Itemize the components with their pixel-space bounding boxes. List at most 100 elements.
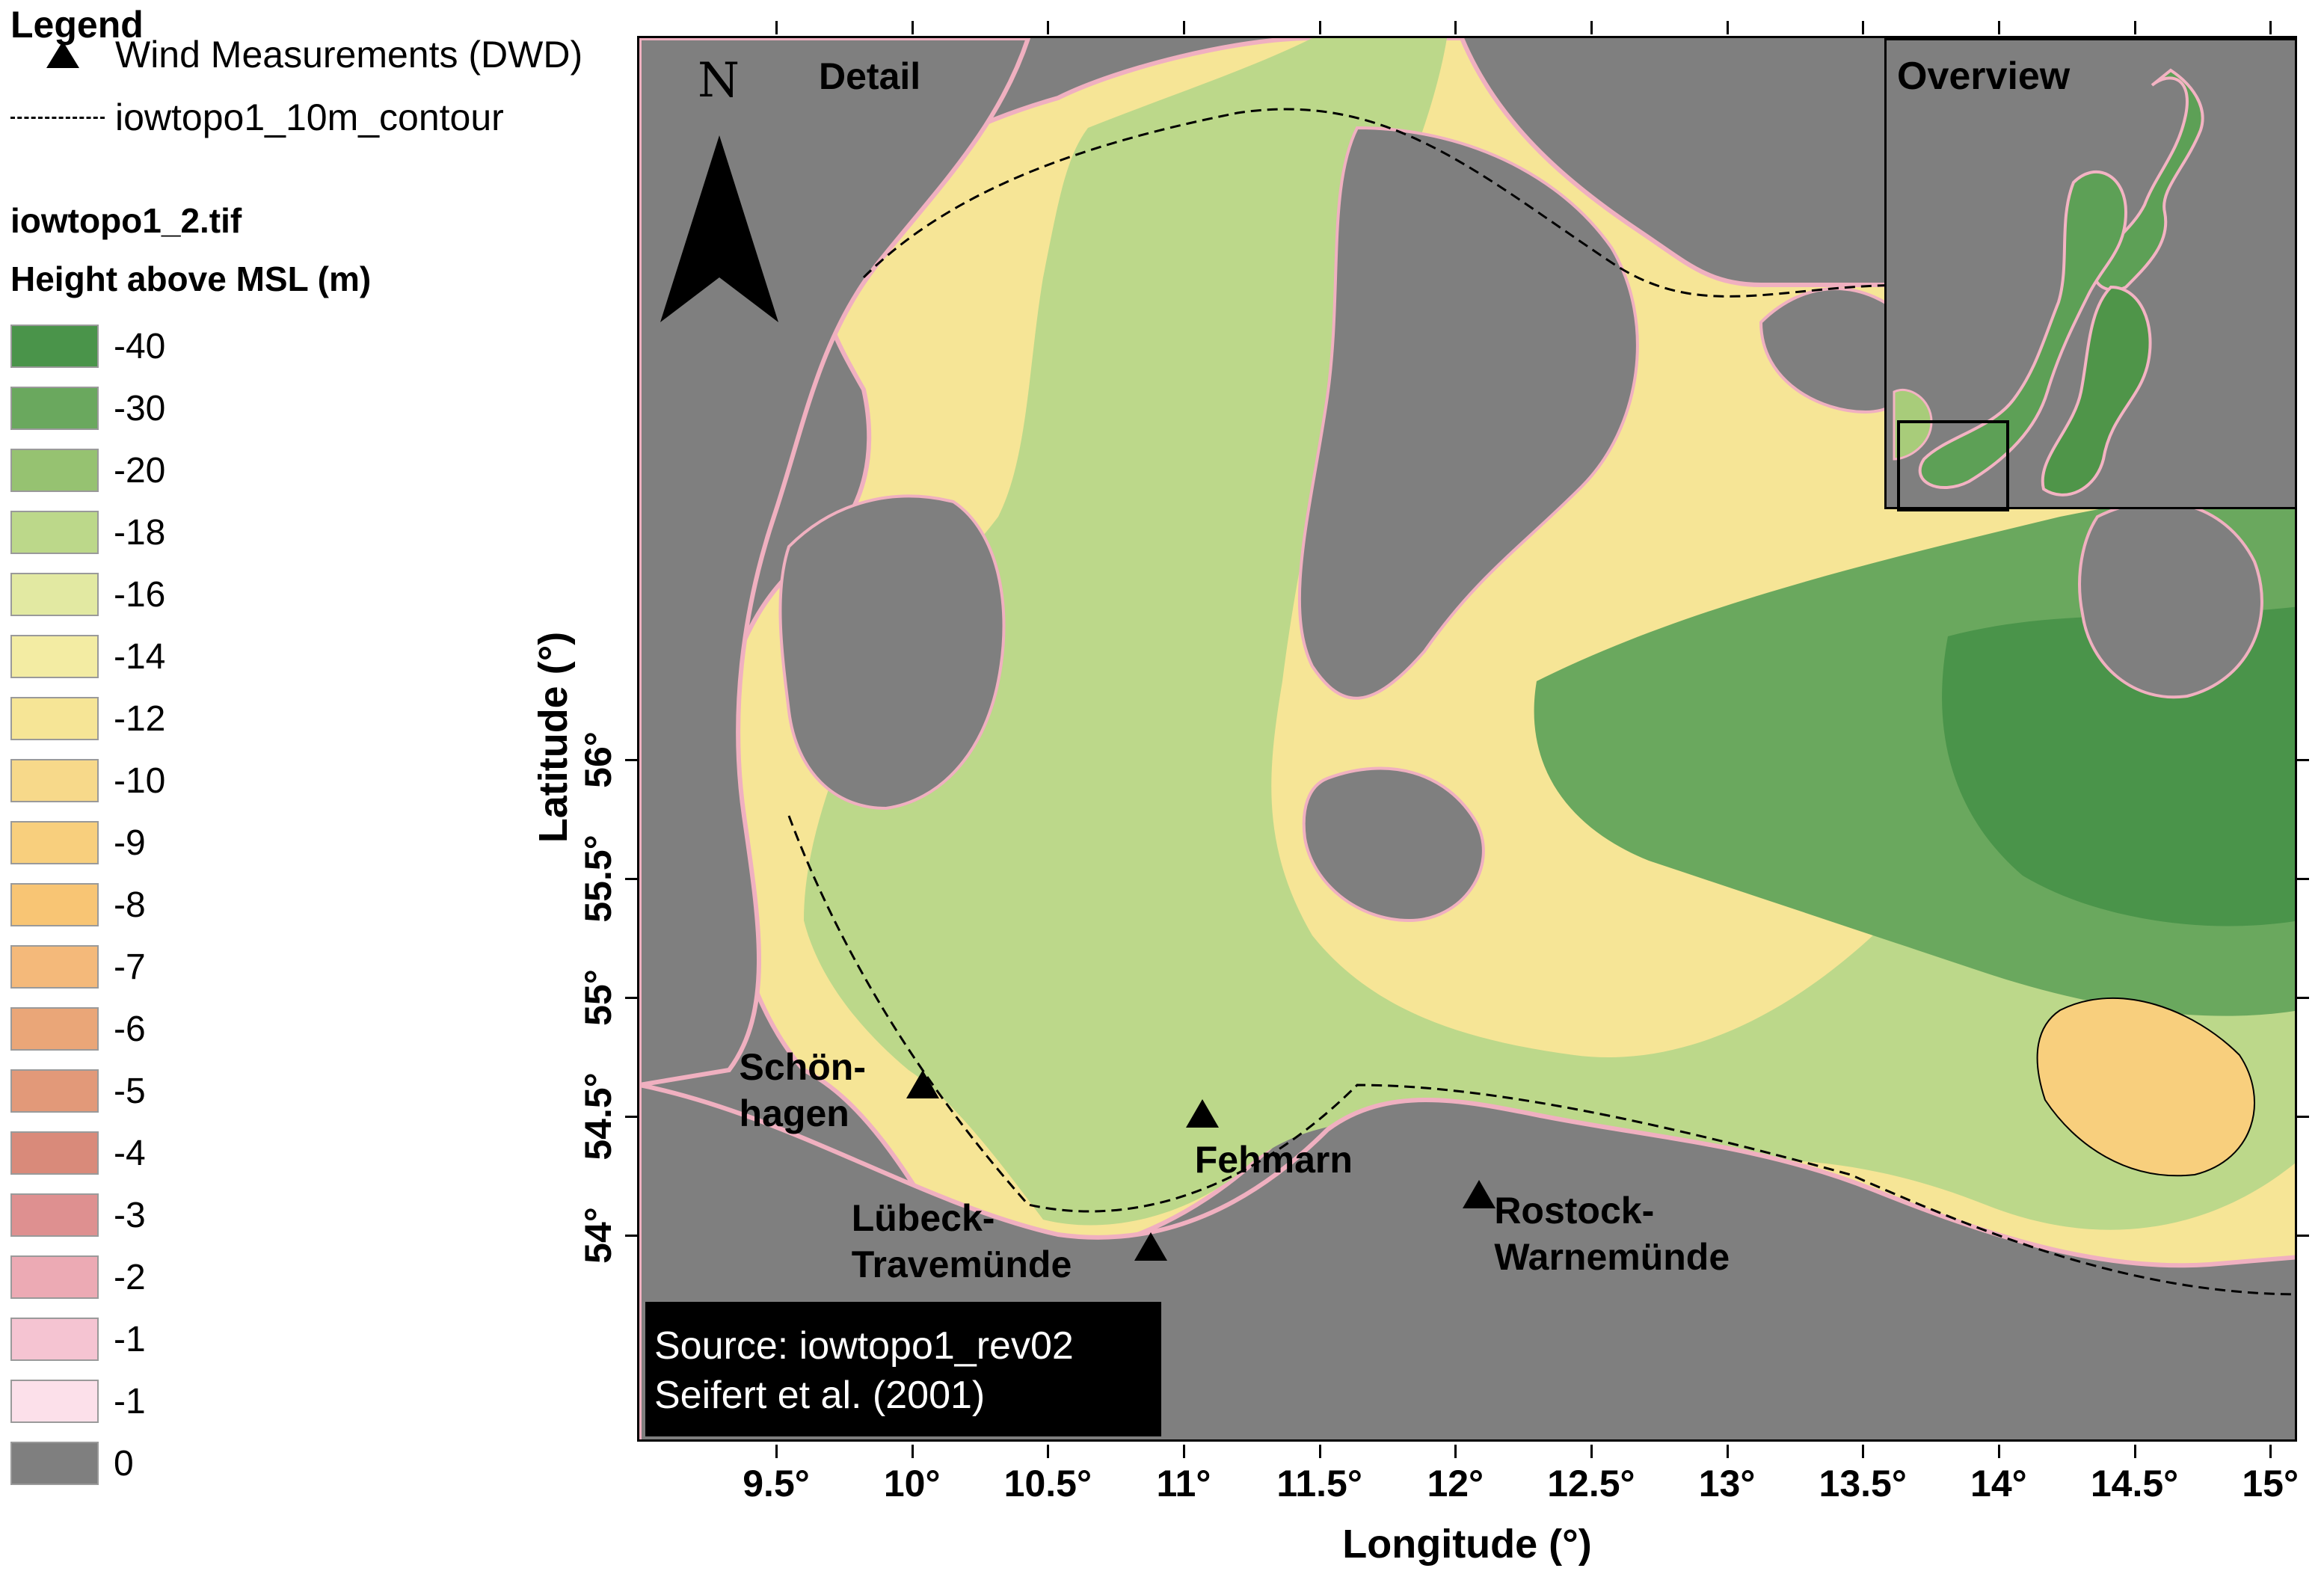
legend-class-swatch <box>10 511 99 554</box>
legend-class-row: -30 <box>10 385 165 431</box>
y-tick-mark-right <box>2297 997 2309 999</box>
legend-class-label: -5 <box>114 1071 146 1111</box>
legend-class-row: -16 <box>10 571 165 618</box>
depth-contour <box>787 815 2295 1296</box>
y-tick-label: 55.5° <box>577 834 619 923</box>
x-tick-mark <box>911 1445 914 1458</box>
legend-class-label: -18 <box>114 512 166 553</box>
x-tick-label: 9.5° <box>743 1463 810 1504</box>
x-tick-mark-top <box>1182 21 1185 34</box>
dashed-line-icon <box>10 116 105 119</box>
y-tick-mark-right <box>2297 878 2309 880</box>
y-tick-label: 55° <box>577 969 619 1026</box>
legend-class-row: -7 <box>10 944 146 990</box>
legend-class-swatch <box>10 697 99 740</box>
legend-class-row: -20 <box>10 447 165 494</box>
x-tick-mark-top <box>911 21 914 34</box>
detail-label: Detail <box>819 55 921 97</box>
legend-class-label: -9 <box>114 823 146 863</box>
legend-class-label: -6 <box>114 1009 146 1049</box>
legend-class-label: 0 <box>114 1443 134 1484</box>
legend-class-label: -7 <box>114 947 146 987</box>
legend-class-label: -20 <box>114 450 166 491</box>
y-tick-mark <box>625 878 637 880</box>
legend-class-label: -4 <box>114 1133 146 1173</box>
legend-class-swatch <box>10 573 99 616</box>
legend-class-row: -8 <box>10 882 146 928</box>
legend-class-label: -14 <box>114 636 166 677</box>
north-letter: N <box>698 53 740 108</box>
detail-map: Detail N Overview Schön- hagen Fehmarn Ros… <box>637 36 2297 1442</box>
legend-class-swatch <box>10 821 99 864</box>
legend-class-label: -30 <box>114 388 166 428</box>
legend-class-row: -5 <box>10 1068 146 1114</box>
x-tick-label: 11.5° <box>1276 1463 1362 1504</box>
legend-class-row: -6 <box>10 1006 146 1052</box>
station-label: Lübeck- Travemünde <box>851 1196 1072 1285</box>
overview-title: Overview <box>1897 55 2071 98</box>
x-tick-mark <box>1182 1445 1185 1458</box>
x-tick-mark <box>1454 1445 1457 1458</box>
x-tick-label: 14.5° <box>2090 1463 2179 1504</box>
x-tick-mark-top <box>2133 21 2136 34</box>
legend-class-row: -9 <box>10 820 146 866</box>
legend-class-swatch <box>10 1193 99 1237</box>
legend-class-label: -10 <box>114 760 166 801</box>
x-tick-mark <box>1047 1445 1050 1458</box>
legend-class-row: -1 <box>10 1378 146 1424</box>
legend-class-label: -8 <box>114 885 146 925</box>
legend-class-swatch <box>10 1007 99 1051</box>
y-tick-label: 54.5° <box>577 1072 619 1161</box>
station-marker-icon <box>906 1070 939 1099</box>
x-tick-label: 13.5° <box>1819 1463 1907 1504</box>
legend-class-row: -3 <box>10 1192 146 1238</box>
station-marker-icon <box>1463 1179 1496 1208</box>
legend-class-swatch <box>10 387 99 430</box>
source-line-2: Seifert et al. (2001) <box>654 1374 986 1417</box>
legend-class-swatch <box>10 1255 99 1299</box>
legend-class-swatch <box>10 1442 99 1485</box>
y-axis-label: Latitude (°) <box>531 631 576 843</box>
overview-extent-box <box>1897 420 2009 511</box>
legend-class-swatch <box>10 449 99 492</box>
x-tick-mark <box>1590 1445 1593 1458</box>
legend-class-row: -2 <box>10 1254 146 1300</box>
y-tick-label: 56° <box>577 731 619 788</box>
legend-class-row: -40 <box>10 323 165 369</box>
legend-class-swatch <box>10 1069 99 1113</box>
north-arrow-icon <box>660 135 778 322</box>
legend-class-row: -1 <box>10 1316 146 1362</box>
legend-class-swatch <box>10 1380 99 1423</box>
overview-inset: Overview <box>1884 38 2295 511</box>
y-tick-mark-right <box>2297 1235 2309 1237</box>
jutland-coast <box>639 38 1031 1088</box>
y-tick-mark <box>625 1116 637 1118</box>
x-tick-mark-top <box>1726 21 1729 34</box>
station-marker-icon <box>1185 1098 1219 1128</box>
x-tick-label: 10° <box>883 1463 941 1504</box>
legend-class-swatch <box>10 883 99 926</box>
island-funen <box>778 494 1006 811</box>
x-tick-mark-top <box>1047 21 1050 34</box>
legend-class-label: -16 <box>114 574 166 615</box>
x-tick-label: 13° <box>1698 1463 1756 1504</box>
x-tick-mark <box>2269 1445 2272 1458</box>
y-tick-mark <box>625 1235 637 1237</box>
legend-class-row: -18 <box>10 509 165 556</box>
station-triangle-icon <box>46 41 79 68</box>
x-tick-mark-top <box>1997 21 2000 34</box>
legend-contour-entry: iowtopo1_10m_contour <box>10 96 504 139</box>
source-box: Source: iowtopo1_rev02 Seifert et al. (2… <box>645 1302 1161 1436</box>
source-line-1: Source: iowtopo1_rev02 <box>654 1324 1074 1368</box>
station-marker-icon <box>1134 1232 1167 1261</box>
x-tick-mark <box>1726 1445 1729 1458</box>
y-tick-label: 54° <box>577 1207 619 1264</box>
legend-station-entry: Wind Measurements (DWD) <box>10 33 582 76</box>
x-tick-label: 12.5° <box>1547 1463 1635 1504</box>
y-tick-mark <box>625 759 637 761</box>
legend-class-label: -3 <box>114 1195 146 1235</box>
legend-class-swatch <box>10 759 99 802</box>
x-tick-mark-top <box>1862 21 1865 34</box>
x-tick-mark <box>2133 1445 2136 1458</box>
legend-class-label: -1 <box>114 1381 146 1421</box>
